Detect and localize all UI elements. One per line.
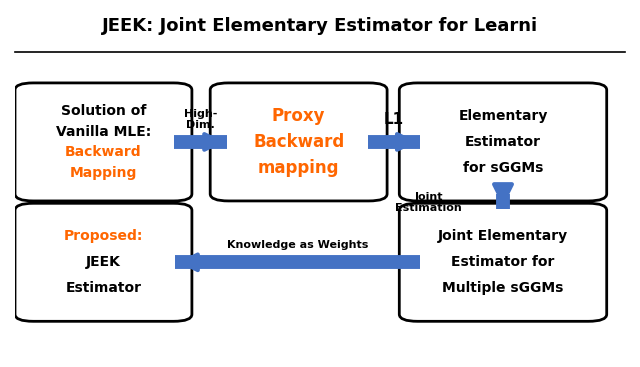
Text: L1: L1 [384, 112, 404, 127]
Text: Backward: Backward [253, 133, 344, 151]
Text: Proxy: Proxy [272, 107, 325, 125]
Text: Estimator: Estimator [465, 135, 541, 149]
FancyBboxPatch shape [15, 203, 192, 321]
FancyBboxPatch shape [399, 83, 607, 201]
Text: Estimator: Estimator [65, 281, 141, 295]
FancyBboxPatch shape [210, 83, 387, 201]
Text: Mapping: Mapping [70, 166, 137, 180]
Text: Elementary: Elementary [458, 109, 548, 123]
FancyBboxPatch shape [399, 203, 607, 321]
Text: Backward: Backward [65, 145, 142, 159]
Text: Knowledge as Weights: Knowledge as Weights [227, 240, 368, 250]
Text: High-
Dim.: High- Dim. [184, 109, 217, 130]
Text: Estimator for: Estimator for [451, 255, 555, 269]
Text: Solution of: Solution of [61, 104, 146, 118]
Text: JEEK: JEEK [86, 255, 121, 269]
Text: Vanilla MLE:: Vanilla MLE: [56, 124, 151, 138]
Text: Joint
Estimation: Joint Estimation [396, 192, 462, 213]
Text: JEEK: Joint Elementary Estimator for Learni: JEEK: Joint Elementary Estimator for Lea… [102, 17, 538, 34]
Text: Joint Elementary: Joint Elementary [438, 229, 568, 243]
Text: Proposed:: Proposed: [64, 229, 143, 243]
Text: for sGGMs: for sGGMs [463, 161, 543, 175]
Text: Multiple sGGMs: Multiple sGGMs [442, 281, 564, 295]
FancyBboxPatch shape [15, 83, 192, 201]
Text: mapping: mapping [258, 159, 339, 177]
